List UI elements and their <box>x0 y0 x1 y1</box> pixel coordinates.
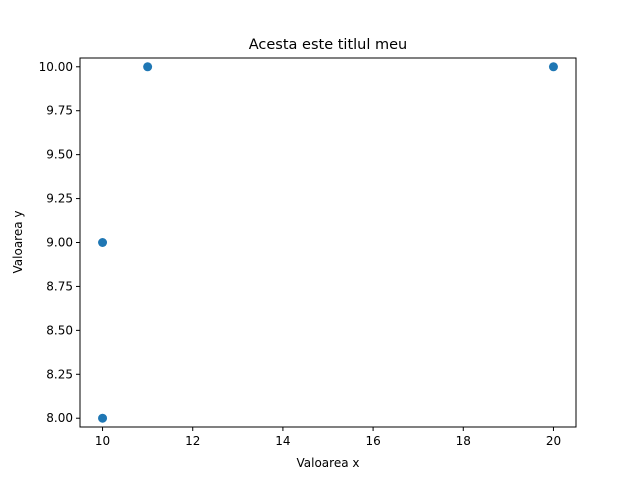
y-tick-label: 9.50 <box>46 148 73 162</box>
plot-frame <box>79 57 577 428</box>
y-tick-label: 9.00 <box>46 236 73 250</box>
data-point <box>548 62 558 72</box>
data-points <box>98 62 558 423</box>
x-axis-ticks: 10 12 14 16 18 20 <box>95 427 561 448</box>
x-tick-label: 20 <box>546 434 561 448</box>
y-axis-label: Valoarea y <box>11 211 25 274</box>
x-tick-label: 18 <box>456 434 471 448</box>
y-tick-label: 9.75 <box>46 104 73 118</box>
y-tick-label: 9.25 <box>46 192 73 206</box>
x-tick-label: 14 <box>275 434 290 448</box>
plot-background <box>80 58 576 427</box>
data-point <box>98 238 108 247</box>
x-axis-label: Valoarea x <box>297 456 360 470</box>
y-tick-label: 8.00 <box>46 411 73 425</box>
data-point <box>143 62 153 72</box>
y-tick-label: 8.25 <box>46 367 73 381</box>
y-tick-label: 8.75 <box>46 279 73 293</box>
y-axis-ticks: 8.00 8.25 8.50 8.75 9.00 9.25 9.50 9.75 10.00 <box>39 60 80 425</box>
x-tick-label: 16 <box>365 434 380 448</box>
data-point <box>98 413 108 423</box>
x-tick-label: 12 <box>185 434 200 448</box>
y-tick-label: 10.00 <box>39 60 73 74</box>
y-tick-label: 8.50 <box>46 323 73 337</box>
x-tick-label: 10 <box>95 434 110 448</box>
chart-title: Acesta este titlul meu <box>249 37 407 53</box>
